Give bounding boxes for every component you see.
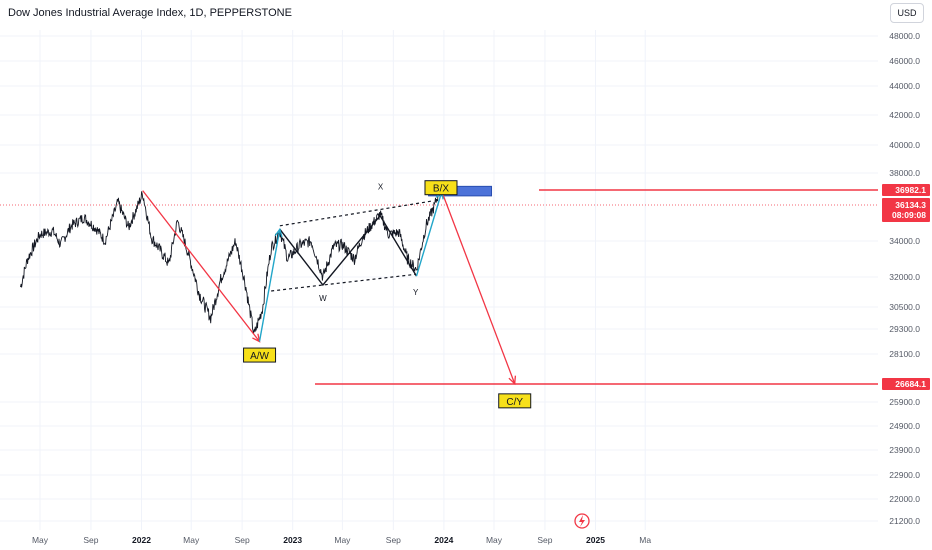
- wave-box: [498, 393, 532, 409]
- price-tick-label: 29300.0: [889, 324, 920, 334]
- price-axis[interactable]: 48000.0 46000.0 44000.0 42000.0 40000.0 38000…: [889, 31, 920, 526]
- time-tick-label: May: [486, 535, 503, 545]
- time-tick-label: 2022: [132, 535, 151, 545]
- price-tick-label: 32000.0: [889, 272, 920, 282]
- time-tick-label: Sep: [537, 535, 552, 545]
- rally-arrow: [415, 191, 443, 277]
- price-tick-label: 38000.0: [889, 168, 920, 178]
- wave-box: [424, 180, 458, 196]
- price-tick-label: 22900.0: [889, 470, 920, 480]
- time-tick-label: Sep: [83, 535, 98, 545]
- wave-box-label: A/W: [250, 351, 269, 362]
- price-tick-label: 42000.0: [889, 110, 920, 120]
- wave-box: [243, 347, 277, 363]
- price-tick-label: 30500.0: [889, 302, 920, 312]
- time-tick-label: May: [334, 535, 351, 545]
- currency-button[interactable]: USD: [890, 3, 924, 23]
- price-tick-label: 22000.0: [889, 494, 920, 504]
- price-tick-label: 24900.0: [889, 421, 920, 431]
- time-axis[interactable]: May Sep 2022 May Sep 2023 May Sep 2024 May Sep 2025…: [32, 535, 651, 545]
- last-price-tag: [882, 198, 930, 222]
- impulse-arrow: [142, 190, 261, 342]
- chart-title: Dow Jones Industrial Average Index, 1D, …: [8, 7, 292, 19]
- price-tick-label: 25900.0: [889, 397, 920, 407]
- chart-grid: [0, 30, 878, 530]
- price-tick-label: 40000.0: [889, 140, 920, 150]
- price-tag: [882, 184, 930, 196]
- wave-box-label: B/X: [433, 184, 449, 195]
- tradingview-logo: [574, 513, 590, 529]
- time-tick-label: 2023: [283, 535, 302, 545]
- time-tick-label: 2024: [434, 535, 453, 545]
- arrow-head: [508, 375, 517, 386]
- lightning-icon: [574, 513, 590, 529]
- price-tick-label: 46000.0: [889, 56, 920, 66]
- price-tags: 36982.1 36134.308:09:08 26684.1: [882, 184, 930, 390]
- impulse-arrow: [441, 191, 516, 384]
- price-tag-value: 36982.1: [895, 185, 926, 195]
- wave-label: Y: [413, 288, 419, 297]
- price-line: [20, 189, 441, 334]
- time-tick-label: May: [183, 535, 200, 545]
- price-tick-label: 23900.0: [889, 445, 920, 455]
- time-tick-label: Ma: [639, 535, 651, 545]
- price-tick-label: 48000.0: [889, 31, 920, 41]
- wave-label: W: [319, 294, 327, 303]
- wave-label: X: [378, 183, 384, 192]
- price-tick-label: 28100.0: [889, 349, 920, 359]
- lightning-bolt-icon: [579, 515, 585, 527]
- price-tick-label: 21200.0: [889, 516, 920, 526]
- price-series: [20, 189, 441, 334]
- annotations-labels: X W Y A/W B/X C/Y: [142, 180, 532, 409]
- arrow-head: [274, 227, 283, 238]
- time-tick-label: Sep: [386, 535, 401, 545]
- price-tick-label: 34000.0: [889, 236, 920, 246]
- time-tick-label: 2025: [586, 535, 605, 545]
- bar-countdown: 08:09:08: [892, 210, 926, 220]
- annotations-lines: [271, 185, 878, 385]
- wave-path: [279, 214, 418, 287]
- price-tag-value: 26684.1: [895, 379, 926, 389]
- wave-box-label: C/Y: [506, 397, 523, 408]
- channel-line: [271, 273, 416, 292]
- price-tag: [882, 378, 930, 390]
- time-tick-label: Sep: [235, 535, 250, 545]
- time-tick-label: May: [32, 535, 49, 545]
- rally-arrow: [258, 229, 281, 342]
- last-price-value: 36134.3: [895, 200, 926, 210]
- price-tick-label: 44000.0: [889, 81, 920, 91]
- channel-line: [279, 200, 432, 227]
